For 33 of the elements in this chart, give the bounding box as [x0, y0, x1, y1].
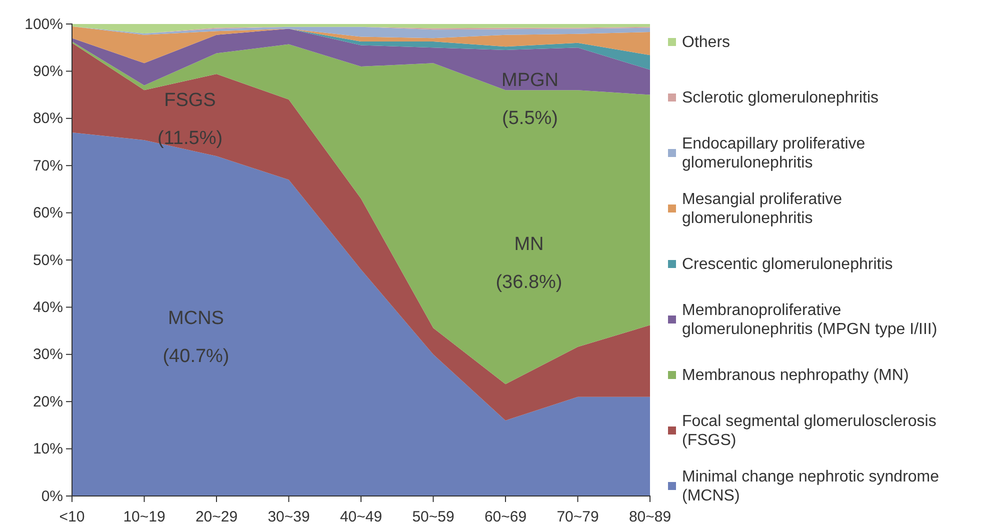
x-tick-label: 30~39 — [268, 508, 310, 526]
annotation: MN (36.8%) — [496, 234, 562, 293]
annotation: FSGS (11.5%) — [157, 90, 223, 149]
y-tick-label: 10% — [32, 440, 63, 458]
legend-label: Mesangial proliferative glomerulonephritis — [682, 191, 842, 227]
x-tick-label: 50~59 — [412, 508, 454, 526]
x-tick-label: 20~29 — [195, 508, 238, 526]
annotation: MPGN (5.5%) — [502, 70, 558, 129]
y-tick-label: 60% — [32, 204, 63, 222]
legend-label: Focal segmental glomerulosclerosis (FSGS) — [682, 413, 936, 449]
y-tick-label: 50% — [32, 252, 63, 269]
legend-label: Crescentic glomerulonephritis — [682, 256, 893, 273]
y-tick-label: 70% — [32, 157, 63, 174]
legend-label: Membranoproliferative glomerulonephritis (MPGN type I/III) — [682, 302, 938, 338]
y-tick-label: 80% — [32, 110, 63, 128]
y-tick-label: 90% — [32, 63, 63, 80]
legend-label: Membranous nephropathy (MN) — [682, 367, 909, 384]
y-tick-label: 30% — [32, 346, 63, 364]
x-tick-label: 60~69 — [484, 508, 527, 526]
legend-label: Sclerotic glomerulonephritis — [682, 90, 879, 106]
x-tick-label: <10 — [59, 508, 85, 526]
legend-label: Others — [682, 34, 730, 51]
legend-label: Endocapillary proliferative glomerulonephritis — [682, 136, 866, 172]
y-tick-label: 20% — [32, 393, 63, 410]
y-tick-label: 0% — [41, 488, 63, 505]
x-tick-label: 40~49 — [340, 508, 382, 526]
annotation: MCNS (40.7%) — [162, 308, 230, 367]
y-tick-label: 40% — [32, 299, 63, 316]
x-tick-label: 10~19 — [123, 508, 166, 526]
y-tick-label: 100% — [24, 16, 63, 33]
x-tick-label: 70~79 — [556, 508, 599, 526]
x-tick-label: 80~89 — [628, 508, 672, 526]
legend-label: Minimal change nephrotic syndrome (MCNS) — [682, 468, 940, 504]
